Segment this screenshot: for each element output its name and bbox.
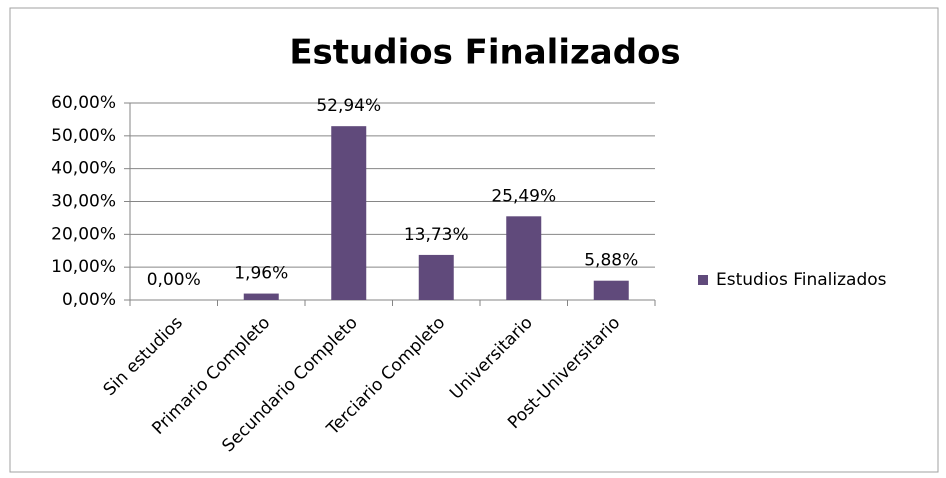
data-label: 52,94% — [316, 96, 381, 116]
y-tick-label: 10,00% — [51, 257, 116, 277]
data-label: 5,88% — [584, 251, 638, 271]
y-tick-label: 40,00% — [51, 159, 116, 179]
data-label: 1,96% — [234, 264, 288, 284]
y-tick-label: 0,00% — [62, 290, 116, 310]
bar — [331, 126, 367, 301]
bar — [418, 254, 454, 300]
data-label: 25,49% — [491, 186, 556, 206]
y-tick-label: 50,00% — [51, 126, 116, 146]
y-tick-label: 20,00% — [51, 224, 116, 244]
bar — [506, 216, 542, 300]
data-label: 13,73% — [404, 225, 469, 245]
chart-border — [9, 7, 939, 473]
legend-label: Estudios Finalizados — [716, 270, 887, 290]
y-tick-label: 60,00% — [51, 93, 116, 113]
legend-swatch — [698, 275, 708, 285]
data-label: 0,00% — [147, 270, 201, 290]
bar — [243, 293, 279, 300]
y-tick-label: 30,00% — [51, 192, 116, 212]
bar — [593, 280, 629, 300]
chart-title: Estudios Finalizados — [289, 33, 680, 73]
